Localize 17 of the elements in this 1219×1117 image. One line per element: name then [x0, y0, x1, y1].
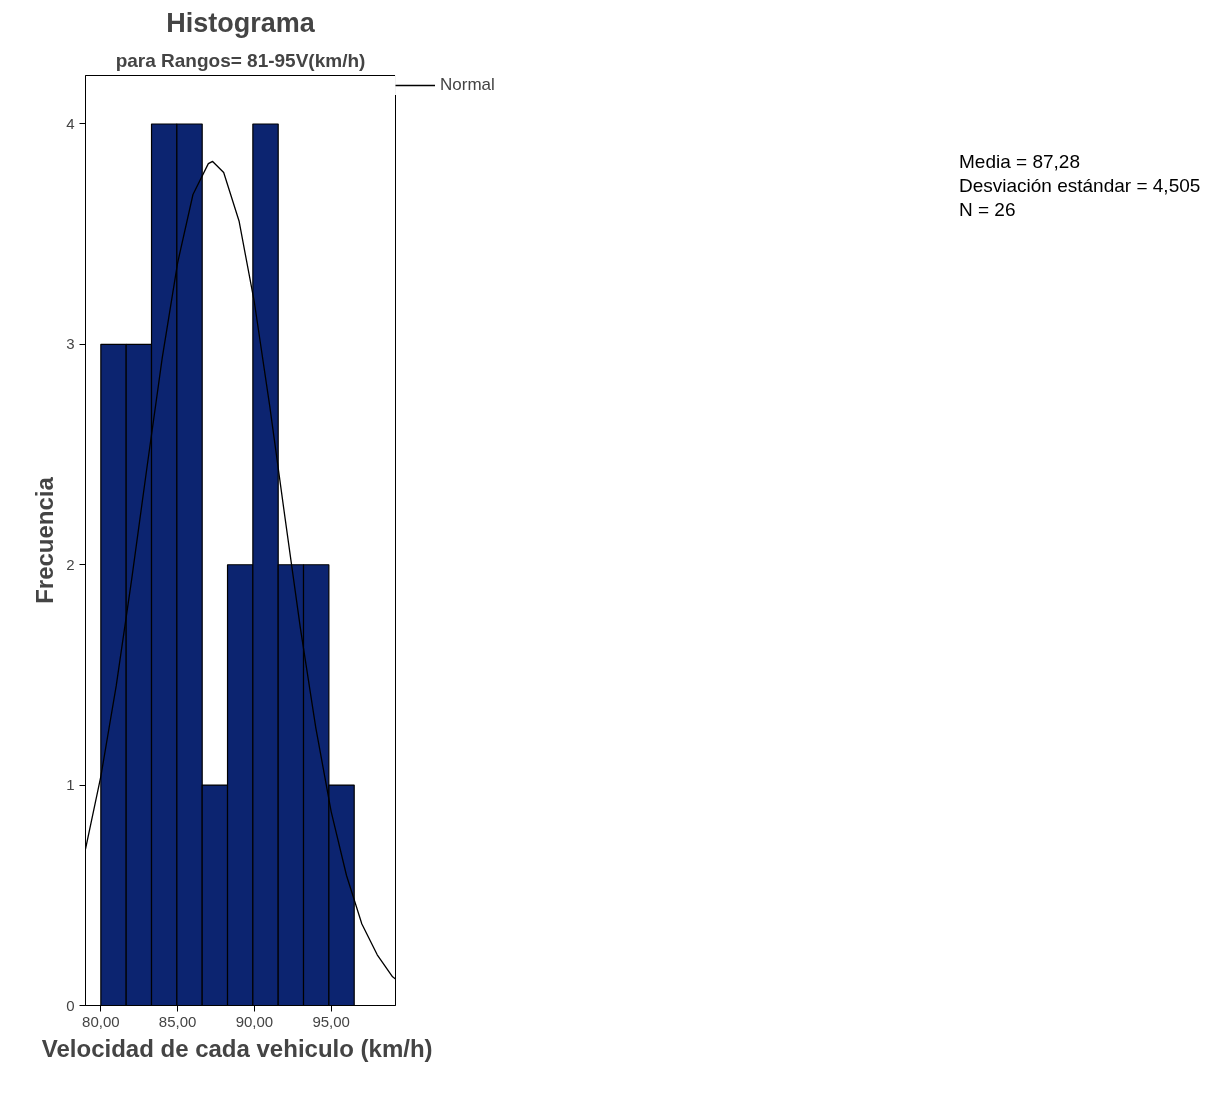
x-tick-label: 85,00 — [158, 1012, 197, 1030]
x-tick-label: 90,00 — [235, 1012, 274, 1030]
y-tick-label: 4 — [66, 114, 75, 132]
chart-title: Histograma — [166, 7, 316, 38]
x-tick-label: 95,00 — [312, 1012, 350, 1030]
y-tick-label: 0 — [66, 996, 75, 1014]
text: Desviación estándar = 4,505 — [959, 175, 1201, 196]
x-tick-label: 80,00 — [82, 1012, 120, 1030]
legend-label: Normal — [440, 75, 495, 95]
chart-subtitle: para Rangos= 81-95V(km/h) — [115, 49, 366, 71]
y-tick-label: 3 — [66, 335, 75, 353]
text: N = 26 — [959, 199, 1016, 220]
x-axis-title: Velocidad de cada vehiculo (km/h) — [41, 1034, 433, 1062]
y-tick-label: 1 — [66, 776, 75, 794]
y-tick-label: 2 — [66, 555, 75, 573]
text: Media = 87,28 — [959, 151, 1080, 172]
y-axis-title: Frecuencia — [31, 476, 59, 604]
